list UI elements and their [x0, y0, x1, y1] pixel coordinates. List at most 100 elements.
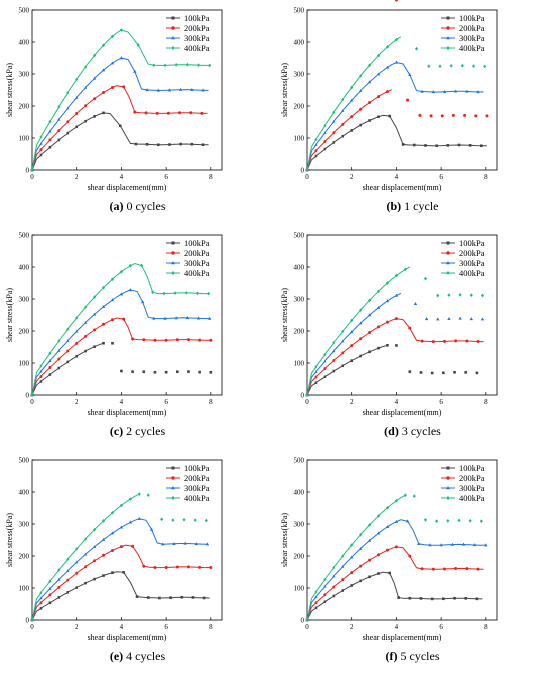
chart-e-point-100kPa [169, 596, 172, 599]
chart-b-point-100kPa [388, 114, 392, 118]
chart-e-point-200kPa [198, 565, 202, 569]
chart-c-ytick-label: 0 [26, 391, 30, 399]
chart-f-point-200kPa [350, 571, 354, 575]
chart-a-point-400kPa [57, 105, 61, 109]
chart-b-point-300kPa [323, 131, 327, 135]
chart-e-xtick-label: 8 [209, 623, 213, 631]
chart-b-point-300kPa [453, 89, 458, 93]
chart-a-point-400kPa [30, 168, 34, 172]
chart-e-point-400kPa [182, 517, 186, 522]
chart-d-point-300kPa [358, 321, 363, 325]
chart-a-point-100kPa [39, 153, 43, 157]
chart-c-point-100kPa [84, 349, 87, 353]
chart-f-point-300kPa [450, 542, 454, 546]
chart-a-xtick-label: 8 [209, 173, 213, 181]
chart-d-point-100kPa [395, 344, 398, 347]
chart-c-point-400kPa [206, 291, 211, 296]
chart-e-caption-text: 4 cycles [123, 649, 166, 663]
chart-b-point-400kPa [471, 64, 476, 68]
chart-a-point-300kPa [101, 68, 106, 72]
chart-f-point-400kPa [457, 518, 461, 523]
chart-a-point-100kPa [201, 143, 205, 147]
chart-e-point-400kPa [128, 497, 132, 501]
chart-a-legend-marker [171, 26, 175, 30]
chart-f-ytick-label: 500 [294, 456, 305, 464]
chart-f-point-400kPa [435, 519, 439, 523]
chart-f-point-200kPa [394, 545, 398, 549]
chart-d-caption: (d) 3 cycles [275, 424, 550, 439]
chart-d-xtick-label: 0 [305, 398, 309, 406]
chart-e-xtick-label: 4 [120, 623, 124, 631]
chart-a-point-400kPa [48, 119, 52, 124]
chart-f-point-300kPa [472, 543, 477, 547]
chart-f-point-100kPa [397, 596, 400, 599]
chart-f-xtick-label: 0 [305, 623, 309, 631]
chart-f-legend-marker [446, 476, 450, 480]
chart-c-point-400kPa [173, 291, 177, 295]
chart-b-legend-marker [446, 46, 450, 50]
chart-b-point-100kPa [332, 141, 336, 144]
chart-d-point-200kPa [385, 320, 389, 324]
chart-e-plot-frame [31, 459, 223, 621]
chart-a-point-100kPa [75, 125, 79, 129]
chart-e-point-300kPa [92, 544, 97, 548]
chart-d-ytick-label: 200 [294, 327, 305, 335]
chart-a-xtick-label: 6 [164, 173, 168, 181]
chart-d-point-400kPa [447, 293, 451, 297]
chart-a-legend-label: 300kPa [184, 33, 210, 43]
chart-e-point-300kPa [119, 525, 124, 529]
chart-d-point-100kPa [430, 371, 434, 375]
chart-c-point-200kPa [175, 338, 179, 342]
chart-f-point-300kPa [461, 542, 466, 546]
chart-b-x-axis-title: shear displacement(mm) [363, 183, 442, 192]
chart-c-point-200kPa [110, 318, 114, 322]
chart-a-point-400kPa [119, 28, 124, 32]
chart-b-legend-marker [446, 36, 450, 40]
chart-c-ytick-label: 500 [19, 231, 30, 239]
chart-b-point-400kPa [323, 123, 327, 128]
chart-f-legend-marker [446, 466, 450, 470]
chart-b-legend-label: 100kPa [459, 13, 485, 23]
chart-f-point-200kPa [341, 578, 345, 582]
chart-b-point-100kPa [480, 144, 483, 148]
chart-a-series-line-400kPa [31, 29, 210, 171]
chart-b-point-100kPa [457, 143, 461, 147]
chart-b-point-200kPa [368, 101, 372, 105]
chart-b-point-300kPa [442, 89, 447, 93]
chart-a-legend-label: 200kPa [184, 23, 210, 33]
chart-b-ytick-label: 300 [294, 70, 305, 78]
chart-a-legend-marker [171, 46, 175, 50]
chart-f-ytick-label: 100 [294, 584, 305, 592]
chart-d-legend-label: 200kPa [459, 248, 485, 258]
chart-b-point-400kPa [449, 64, 453, 68]
chart-a-point-300kPa [48, 129, 52, 133]
chart-a-point-300kPa [92, 76, 97, 80]
chart-f-caption-letter: (f) [385, 649, 398, 663]
chart-e-point-200kPa [84, 565, 88, 569]
chart-f-x-axis-title: shear displacement(mm) [363, 633, 442, 642]
chart-c-svg: 0 100 200 300 400 500 0 2 4 6 8 shear displacement(… [5, 231, 223, 417]
chart-a-ytick-label: 200 [19, 102, 30, 110]
chart-b-point-300kPa [465, 89, 469, 93]
chart-e-series-line-200kPa [31, 544, 211, 621]
chart-f-point-100kPa [430, 597, 434, 601]
chart-c-point-300kPa [101, 304, 106, 308]
chart-a-xtick-label: 0 [30, 173, 34, 181]
chart-c-legend-marker [171, 251, 175, 255]
chart-d-legend-marker [446, 251, 450, 255]
chart-c-point-300kPa [185, 316, 190, 320]
chart-d-point-200kPa [359, 337, 363, 341]
chart-d-point-300kPa [367, 313, 372, 317]
chart-c-point-300kPa [48, 358, 52, 362]
chart-f-caption-text: 5 cycles [397, 649, 440, 663]
chart-f-legend-label: 100kPa [459, 463, 485, 473]
chart-c-legend-label: 400kPa [184, 268, 210, 278]
chart-c-point-400kPa [92, 295, 97, 299]
chart-panel-f: 0 100 200 300 400 500 0 2 4 6 8 shear displacement(… [275, 450, 550, 675]
chart-b-point-200kPa [463, 113, 467, 117]
chart-b-xtick-label: 0 [305, 173, 309, 181]
chart-f-point-100kPa [323, 600, 327, 604]
chart-c-point-400kPa [30, 393, 34, 397]
chart-a-point-200kPa [110, 86, 114, 90]
chart-c-point-400kPa [151, 290, 155, 295]
